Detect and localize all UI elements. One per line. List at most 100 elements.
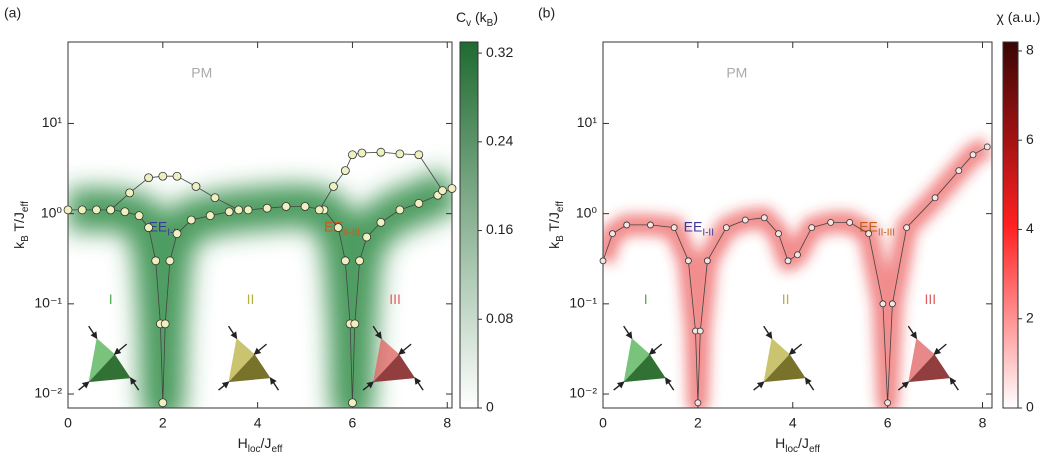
- data-point: [696, 327, 704, 335]
- data-point: [760, 214, 768, 222]
- data-point: [224, 207, 234, 217]
- x-tick-label: 4: [254, 415, 262, 431]
- spin-arrow: [623, 325, 633, 340]
- data-point: [647, 221, 654, 229]
- spin-arrow: [613, 381, 625, 391]
- spin-arrow: [218, 381, 230, 391]
- colorbar-tick-label: 0.32: [486, 44, 513, 60]
- spin-triangle: [88, 354, 131, 383]
- spin-triangle: [373, 338, 400, 383]
- x-tick-label: 0: [64, 415, 72, 431]
- colorbar-label: χ (a.u.): [997, 9, 1041, 25]
- colorbar-tick-label: 4: [1026, 220, 1034, 236]
- data-point: [357, 148, 367, 158]
- data-point: [172, 229, 182, 239]
- x-tick-label: 2: [694, 415, 702, 431]
- y-tick-label: 10⁰: [41, 204, 63, 220]
- panel-label: (a): [4, 5, 21, 21]
- colorbar-tick-label: 0: [486, 399, 494, 415]
- text-part: ): [493, 9, 498, 25]
- y-axis-label: kB T/Jeff: [11, 201, 31, 249]
- spin-arrow: [804, 377, 815, 391]
- phase-label: II: [247, 291, 255, 307]
- colorbar-tick-label: 0.08: [486, 310, 513, 326]
- spin-triangle: [228, 338, 255, 383]
- y-tick-label: 10¹: [42, 114, 63, 130]
- spin-triangle: [763, 354, 806, 383]
- data-point: [414, 150, 424, 160]
- y-tick-label: 10⁻¹: [34, 295, 62, 311]
- plot-frame: [67, 41, 453, 409]
- text-part: H: [238, 435, 248, 451]
- data-point: [865, 230, 873, 238]
- text-part: T/J: [11, 212, 27, 235]
- data-point: [447, 184, 457, 193]
- spin-triangle: [623, 338, 650, 383]
- data-point: [120, 207, 130, 217]
- text-part: B: [487, 18, 494, 29]
- data-point: [931, 194, 939, 202]
- data-point: [125, 188, 135, 198]
- spin-arrow: [907, 325, 917, 340]
- data-point: [63, 205, 73, 215]
- text-part: loc: [248, 444, 261, 455]
- data-point: [376, 217, 386, 227]
- data-point: [395, 149, 405, 159]
- data-point: [827, 218, 835, 226]
- text-part: v: [466, 18, 471, 29]
- data-point: [376, 147, 386, 157]
- text-part: T/J: [546, 212, 562, 235]
- data-point: [395, 205, 405, 215]
- text-part: II-III: [343, 228, 360, 239]
- data-point: [210, 193, 220, 203]
- y-tick-label: 10⁻²: [569, 385, 597, 401]
- spin-arrow: [372, 325, 382, 340]
- spin-triangle: [373, 354, 416, 383]
- phase-label: I: [644, 291, 648, 307]
- x-tick-label: 6: [349, 415, 357, 431]
- data-point: [414, 198, 424, 208]
- text-part: EE: [859, 218, 878, 234]
- text-part: eff: [20, 201, 31, 212]
- annotation: PM: [191, 64, 212, 80]
- data-point: [300, 202, 310, 211]
- spin-arrow: [227, 325, 238, 340]
- data-point: [340, 256, 350, 266]
- x-tick-label: 8: [443, 415, 451, 431]
- spin-arrow: [253, 343, 267, 355]
- spin-arrow: [113, 343, 128, 355]
- annotation: EEII-III: [859, 218, 895, 238]
- plot-frame: [602, 41, 993, 409]
- text-part: /J: [798, 435, 809, 451]
- spin-arrow: [665, 377, 675, 391]
- data-point: [151, 256, 161, 266]
- x-tick-label: 0: [599, 415, 607, 431]
- phase-label: II: [782, 291, 790, 307]
- data-point: [234, 205, 244, 215]
- data-point: [846, 218, 854, 226]
- colorbar: [1002, 41, 1019, 409]
- panel-label: (b): [538, 5, 555, 21]
- text-part: EE: [684, 218, 703, 234]
- text-part: k: [11, 241, 27, 249]
- annotation: PM: [726, 64, 747, 80]
- spin-triangle: [908, 338, 935, 383]
- x-tick-label: 2: [159, 415, 167, 431]
- annotation: EEI-II: [684, 218, 714, 238]
- data-point: [106, 205, 116, 215]
- x-tick-label: 6: [884, 415, 892, 431]
- data-point: [684, 257, 692, 265]
- text-part: B: [555, 235, 566, 242]
- y-tick-label: 10⁻¹: [569, 295, 597, 311]
- data-point: [794, 251, 801, 259]
- x-axis-label: Hloc/Jeff: [775, 435, 820, 455]
- data-point: [775, 230, 782, 238]
- text-part: eff: [555, 201, 566, 212]
- text-part: eff: [271, 444, 282, 455]
- data-point: [340, 166, 350, 176]
- y-tick-label: 10⁰: [576, 204, 598, 220]
- data-point: [722, 224, 730, 232]
- colorbar-tick-label: 0: [1026, 399, 1034, 415]
- spin-triangle: [623, 354, 666, 383]
